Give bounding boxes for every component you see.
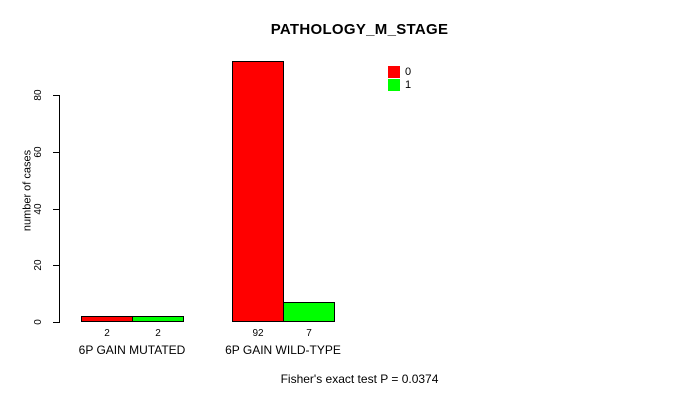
legend-swatch-icon bbox=[388, 65, 400, 78]
bar-value-label: 92 bbox=[252, 328, 264, 339]
y-axis-tick-label: 60 bbox=[33, 146, 44, 158]
chart-title: PATHOLOGY_M_STAGE bbox=[270, 21, 449, 38]
legend-item: 0 bbox=[388, 65, 411, 78]
y-axis-tick-label: 0 bbox=[33, 319, 44, 325]
legend-swatch-icon bbox=[388, 78, 400, 91]
y-axis-tick bbox=[53, 265, 59, 266]
bar-value-label: 2 bbox=[104, 328, 110, 339]
y-axis-tick bbox=[53, 209, 59, 210]
legend-label: 0 bbox=[405, 65, 412, 78]
y-axis-tick-label: 40 bbox=[33, 203, 44, 215]
y-axis-tick bbox=[53, 95, 59, 96]
category-label: 6P GAIN MUTATED bbox=[78, 343, 186, 357]
y-axis-tick-label: 20 bbox=[33, 259, 44, 271]
bar-value-label: 2 bbox=[155, 328, 161, 339]
bar-0-6p-gain-wild-type bbox=[232, 61, 284, 322]
legend-label: 1 bbox=[405, 78, 412, 91]
category-label: 6P GAIN WILD-TYPE bbox=[225, 343, 341, 357]
bar-1-6p-gain-wild-type bbox=[283, 302, 335, 322]
bar-1-6p-gain-mutated bbox=[132, 316, 184, 322]
y-axis-tick bbox=[53, 322, 59, 323]
bar-0-6p-gain-mutated bbox=[81, 316, 133, 322]
annotation-fisher-test: Fisher's exact test P = 0.0374 bbox=[280, 372, 439, 386]
y-axis-tick bbox=[53, 152, 59, 153]
y-axis-tick-label: 80 bbox=[33, 89, 44, 101]
legend-item: 1 bbox=[388, 78, 411, 91]
bar-value-label: 7 bbox=[306, 328, 312, 339]
y-axis-line bbox=[59, 95, 60, 323]
